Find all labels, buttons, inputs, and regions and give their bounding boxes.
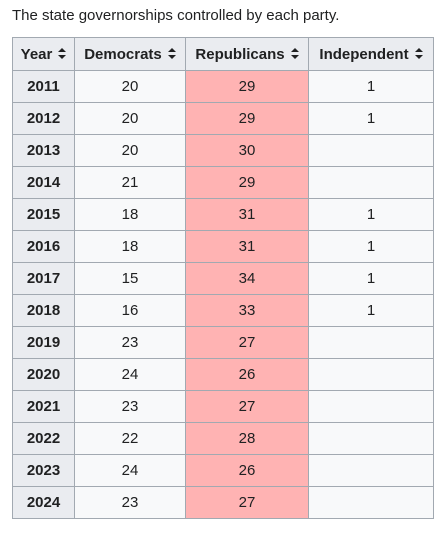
cell-independent [308,326,434,359]
sort-icon[interactable] [290,48,299,60]
table-row: 2023 24 26 [12,454,434,487]
cell-independent [308,422,434,455]
cell-year: 2021 [12,390,75,423]
cell-year: 2024 [12,486,75,519]
cell-year: 2020 [12,358,75,391]
cell-democrats: 22 [74,422,186,455]
cell-republicans: 27 [185,486,309,519]
table-row: 2018 16 33 1 [12,294,434,327]
sort-icon[interactable] [167,48,176,60]
cell-republicans: 27 [185,326,309,359]
cell-independent: 1 [308,262,434,295]
cell-republicans: 27 [185,390,309,423]
cell-republicans: 30 [185,134,309,167]
table-row: 2022 22 28 [12,422,434,455]
cell-republicans: 29 [185,166,309,199]
column-header-label: Democrats [84,45,162,63]
cell-independent: 1 [308,70,434,103]
sort-icon[interactable] [58,48,67,60]
cell-year: 2023 [12,454,75,487]
cell-year: 2011 [12,70,75,103]
cell-year: 2016 [12,230,75,263]
cell-republicans: 26 [185,454,309,487]
table-caption: The state governorships controlled by ea… [12,7,340,24]
cell-democrats: 23 [74,390,186,423]
cell-republicans: 28 [185,422,309,455]
cell-democrats: 20 [74,70,186,103]
column-header-republicans[interactable]: Republicans [185,37,309,71]
table-body: 2011 20 29 1 2012 20 29 1 2013 20 30 2014 21 29 2015 18… [12,70,434,519]
table-header-row: Year Democrats Republicans Independent [12,37,434,71]
column-header-independent[interactable]: Independent [308,37,434,71]
cell-democrats: 18 [74,198,186,231]
table-row: 2017 15 34 1 [12,262,434,295]
cell-republicans: 26 [185,358,309,391]
table-row: 2014 21 29 [12,166,434,199]
column-header-year[interactable]: Year [12,37,75,71]
cell-independent: 1 [308,102,434,135]
table-row: 2015 18 31 1 [12,198,434,231]
cell-democrats: 21 [74,166,186,199]
cell-independent [308,454,434,487]
table-row: 2020 24 26 [12,358,434,391]
column-header-label: Year [20,45,53,63]
cell-democrats: 15 [74,262,186,295]
cell-democrats: 20 [74,134,186,167]
cell-republicans: 29 [185,70,309,103]
cell-democrats: 24 [74,358,186,391]
cell-republicans: 31 [185,230,309,263]
cell-democrats: 18 [74,230,186,263]
column-header-label: Republicans [195,45,285,63]
cell-republicans: 34 [185,262,309,295]
column-header-label: Independent [319,45,409,63]
cell-democrats: 20 [74,102,186,135]
cell-independent [308,390,434,423]
table-row: 2021 23 27 [12,390,434,423]
table-row: 2011 20 29 1 [12,70,434,103]
cell-independent [308,486,434,519]
cell-democrats: 24 [74,454,186,487]
cell-republicans: 31 [185,198,309,231]
cell-year: 2012 [12,102,75,135]
cell-republicans: 33 [185,294,309,327]
cell-year: 2013 [12,134,75,167]
cell-republicans: 29 [185,102,309,135]
table-row: 2024 23 27 [12,486,434,519]
cell-independent [308,166,434,199]
cell-independent: 1 [308,198,434,231]
table-row: 2016 18 31 1 [12,230,434,263]
table-row: 2019 23 27 [12,326,434,359]
cell-independent: 1 [308,230,434,263]
cell-independent [308,358,434,391]
cell-independent [308,134,434,167]
cell-year: 2018 [12,294,75,327]
table-row: 2012 20 29 1 [12,102,434,135]
cell-democrats: 16 [74,294,186,327]
cell-year: 2015 [12,198,75,231]
governorships-table: Year Democrats Republicans Independent 2… [12,37,434,519]
table-row: 2013 20 30 [12,134,434,167]
cell-year: 2017 [12,262,75,295]
cell-year: 2019 [12,326,75,359]
cell-democrats: 23 [74,326,186,359]
cell-year: 2014 [12,166,75,199]
cell-democrats: 23 [74,486,186,519]
cell-independent: 1 [308,294,434,327]
cell-year: 2022 [12,422,75,455]
column-header-democrats[interactable]: Democrats [74,37,186,71]
sort-icon[interactable] [414,48,423,60]
